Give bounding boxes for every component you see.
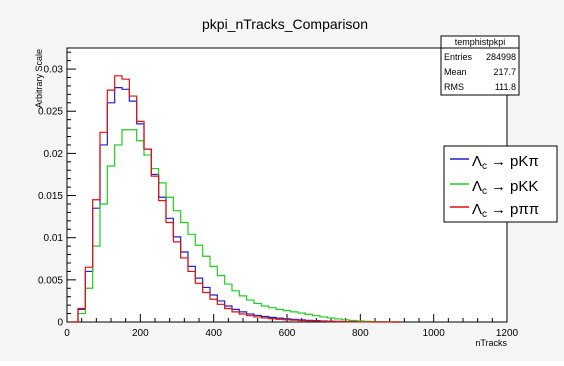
legend-final-pkk: pKK <box>510 178 538 195</box>
svg-text:Λc→pKπ: Λc → pKπ <box>472 153 539 172</box>
y-tick-label: 0.005 <box>38 275 63 286</box>
legend-sub-ppipi: c <box>482 209 487 220</box>
plot-frame <box>66 47 508 323</box>
y-tick-label: 0.025 <box>38 107 63 118</box>
stats-rms-value: 111.8 <box>495 82 516 92</box>
legend-entry-pkk: Λc → pKK <box>450 178 538 197</box>
legend-sub-pkpi: c <box>482 161 487 172</box>
chart-title: pkpi_nTracks_Comparison <box>202 16 368 32</box>
x-tick-label: 400 <box>205 328 222 339</box>
legend-entry-pkpi: Λc → pKπ <box>450 153 539 172</box>
stats-entries-value: 284998 <box>486 52 516 62</box>
legend-base-pkpi: Λ <box>472 153 482 170</box>
series-line-2 <box>70 75 401 323</box>
y-axis-label: Arbitrary Scale <box>34 49 44 108</box>
series-line-1 <box>70 129 401 323</box>
stats-mean-label: Mean <box>444 67 467 77</box>
x-axis-label: nTracks <box>475 338 507 348</box>
y-tick-label: 0.015 <box>38 191 63 202</box>
y-tick-label: 0.03 <box>44 65 64 76</box>
x-tick-label: 200 <box>132 328 149 339</box>
legend-base-pkk: Λ <box>472 178 482 195</box>
stats-box: temphistpkpi Entries 284998 Mean 217.7 R… <box>440 35 520 96</box>
series-layer <box>70 75 401 323</box>
legend-base-ppipi: Λ <box>472 201 482 218</box>
x-tick-label: 800 <box>352 328 369 339</box>
stats-entries-label: Entries <box>444 52 473 62</box>
y-tick-label: 0.02 <box>44 149 64 160</box>
legend-arrow-pkpi: → <box>491 153 506 170</box>
y-axis: 0 0.005 0.01 0.015 0.02 0.025 0.03 <box>38 51 76 329</box>
legend-final-ppipi: pππ <box>510 201 539 218</box>
legend: Λc → pKπ Λc → pKK Λc → pππ <box>443 145 558 223</box>
y-tick-label: 0.01 <box>44 233 64 244</box>
legend-arrow-pkk: → <box>491 178 506 195</box>
svg-text:Λc→pππ: Λc → pππ <box>472 201 539 220</box>
legend-final-pkpi: pKπ <box>510 153 539 170</box>
y-tick-label: 0 <box>57 318 63 329</box>
x-tick-label: 1000 <box>423 328 446 339</box>
legend-sub-pkk: c <box>482 186 487 197</box>
x-axis: 0 200 400 600 800 1000 1200 <box>64 314 519 339</box>
stats-mean-value: 217.7 <box>493 67 516 77</box>
x-tick-label: 1200 <box>496 328 519 339</box>
stats-title: temphistpkpi <box>455 37 506 47</box>
stats-rms-label: RMS <box>444 82 464 92</box>
svg-text:Λc→pKK: Λc → pKK <box>472 178 538 197</box>
x-tick-label: 600 <box>279 328 296 339</box>
legend-entry-ppipi: Λc → pππ <box>450 201 539 220</box>
x-tick-label: 0 <box>64 328 70 339</box>
legend-arrow-ppipi: → <box>491 201 506 218</box>
